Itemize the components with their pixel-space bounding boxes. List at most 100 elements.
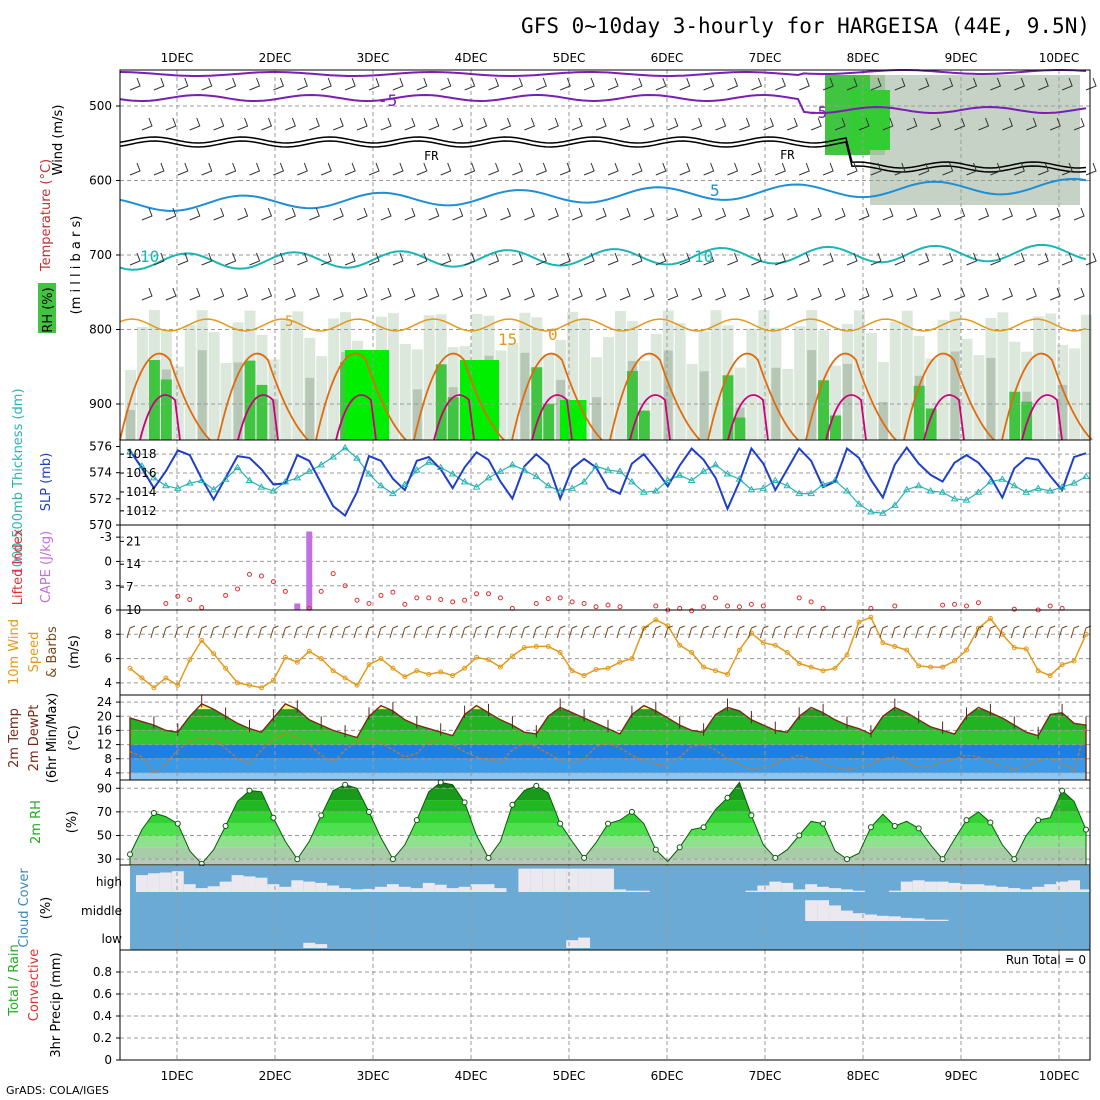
thickness-point (795, 489, 804, 497)
wind-barb (1014, 77, 1025, 91)
thickness-point (843, 487, 851, 494)
li-point (199, 605, 205, 611)
wind-barb (595, 117, 607, 131)
contour-25 (531, 394, 573, 441)
wind-barb (225, 252, 237, 266)
rh-point (174, 820, 181, 827)
rh-shade-cell (638, 360, 650, 440)
bottom-date-axis: 1DEC 2DEC 3DEC 4DEC 5DEC 6DEC 7DEC 8DEC 9DEC 10DE… (161, 1069, 1080, 1083)
rh-shade-cell (830, 365, 842, 440)
wind-barb (356, 287, 368, 301)
rh-shade-cell (184, 324, 196, 440)
tick-label: 12 (97, 738, 112, 752)
top-date-label: 4DEC (455, 51, 488, 65)
wind-barb (249, 252, 261, 266)
wind-barb (918, 77, 930, 91)
surface-wind-barb (879, 625, 889, 639)
surface-wind-barb (700, 625, 709, 639)
rh-point (150, 810, 157, 817)
bottom-date-label: 3DEC (357, 1069, 390, 1083)
rh-point (820, 820, 827, 827)
surface-wind-barb (1010, 625, 1020, 639)
li-point (545, 596, 551, 602)
thickness-point (831, 476, 839, 484)
cloud-high-bar (948, 882, 961, 892)
cloud-mid-bar (841, 910, 853, 921)
contour-minus5-upper (119, 69, 1087, 77)
cloud-high-bar (470, 884, 483, 892)
wind-barb (1026, 117, 1037, 131)
rh-point (1059, 787, 1066, 794)
wind-barb (392, 252, 404, 266)
li-point (940, 602, 946, 608)
wind-barb (488, 252, 500, 266)
bottom-date-label: 1DEC (161, 1069, 194, 1083)
wind-barb (1014, 162, 1025, 176)
rh-shade-cell (1058, 384, 1068, 440)
wind-barb (261, 287, 273, 301)
surface-wind-barb (1070, 625, 1080, 639)
contour-label-15: 15 (498, 330, 517, 349)
cloud-mid-bar (888, 916, 901, 921)
thickness-point (460, 477, 469, 485)
thickness-point (1022, 488, 1031, 495)
thickness-point (604, 466, 612, 473)
wind-barb (631, 77, 643, 91)
rh-point (1083, 826, 1089, 833)
li-point (378, 592, 384, 598)
wind-barb (739, 287, 751, 301)
wind-barb (404, 287, 416, 301)
surface-wind-barb (532, 625, 542, 639)
temperature-contours (119, 69, 1093, 441)
rh-point (891, 823, 898, 830)
wind-barb (703, 77, 715, 91)
tick-label: 4 (104, 676, 112, 690)
li-point (402, 601, 408, 607)
surface-wind-barb (365, 625, 375, 639)
wind-speed-point (366, 662, 372, 668)
wind-speed-point (175, 682, 181, 688)
li-point (247, 571, 252, 577)
wind-speed-point (318, 656, 324, 662)
precip-ylabel1: Total / Rain (7, 944, 22, 1017)
surface-wind-barb (461, 625, 470, 639)
wind-barb (392, 77, 404, 91)
surface-wind-barb (951, 625, 960, 639)
wind-speed-point (545, 643, 551, 649)
surface-wind-barb (389, 625, 399, 639)
contour-25 (1021, 394, 1063, 441)
top-date-axis: 1DEC 2DEC 3DEC 4DEC 5DEC 6DEC 7DEC 8DEC 9DEC 10DE… (161, 51, 1080, 65)
wind-barb (404, 117, 416, 131)
rh-shade-cell (722, 375, 734, 440)
wind-barb (488, 77, 500, 91)
li-point (713, 595, 719, 601)
wind-barb (476, 117, 488, 131)
wind-barb (380, 287, 392, 301)
tick-label: 7 (126, 580, 134, 594)
surface-wind-barb (305, 625, 315, 639)
rh-point (915, 825, 922, 832)
li-point (581, 601, 587, 607)
li-point (808, 599, 814, 605)
wind-barb (261, 117, 273, 131)
top-date-label: 3DEC (357, 51, 390, 65)
li-point (964, 603, 969, 609)
rh-shade-cell (543, 403, 555, 440)
wind-barb (177, 162, 189, 176)
tick-label: 1014 (126, 485, 157, 499)
wind-barb (655, 77, 667, 91)
wind-barb (918, 162, 930, 176)
surface-wind-barb (353, 625, 363, 639)
wind-barb (189, 287, 201, 301)
wind-barb (954, 207, 966, 221)
cloud-high-bar (410, 888, 423, 892)
wind-speed-point (450, 673, 456, 679)
bottom-date-label: 8DEC (847, 1069, 880, 1083)
wind-barb (1049, 117, 1061, 131)
wind-barb (1038, 162, 1049, 176)
surface-wind-barb (246, 625, 255, 639)
surface-wind-barb (281, 625, 291, 639)
rh-shade-cell (412, 389, 422, 440)
thickness-point (436, 463, 445, 470)
cloud-high-bar (745, 890, 758, 892)
